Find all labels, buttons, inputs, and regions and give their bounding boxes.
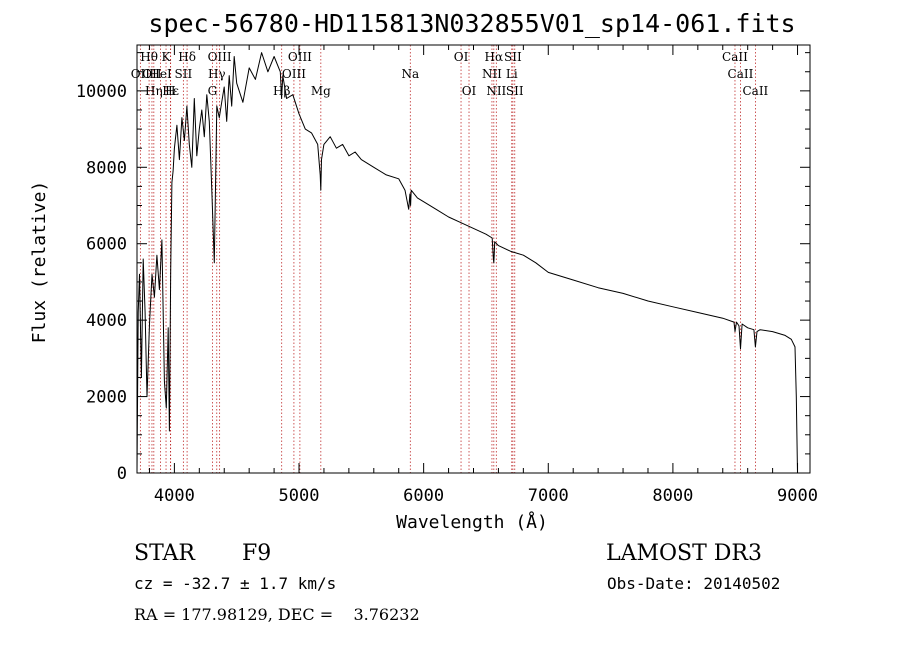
y-axis-label: Flux (relative) xyxy=(29,181,50,344)
line-marker-label: CaII xyxy=(722,50,748,64)
line-marker-label: OII xyxy=(131,67,151,81)
line-marker-label: K xyxy=(162,50,172,64)
redshift-cz: cz = -32.7 ± 1.7 km/s xyxy=(134,574,336,593)
line-marker-label: OIII xyxy=(288,50,312,64)
y-tick-label: 6000 xyxy=(86,235,127,255)
line-marker-label: Hγ xyxy=(208,67,226,81)
line-markers xyxy=(139,45,756,473)
y-tick-label: 0 xyxy=(117,464,127,484)
plot-frame xyxy=(136,44,811,474)
x-tick-label: 6000 xyxy=(403,486,444,506)
line-marker-label: Mg xyxy=(311,84,331,98)
line-marker-label: Hα xyxy=(485,50,504,64)
object-class: STAR xyxy=(134,541,196,566)
x-tick-label: 9000 xyxy=(777,486,818,506)
line-marker-label: SII xyxy=(175,67,193,81)
line-marker-label: SII xyxy=(504,50,522,64)
line-marker-label: Li xyxy=(506,67,518,81)
line-marker-label: NII xyxy=(482,67,502,81)
line-marker-label: Hε xyxy=(162,84,179,98)
x-axis-label: Wavelength (Å) xyxy=(396,511,548,533)
x-tick-label: 4000 xyxy=(154,486,195,506)
line-marker-label: OIII xyxy=(282,67,306,81)
y-tick-label: 4000 xyxy=(86,311,127,331)
series-layer xyxy=(136,52,798,474)
line-marker-label: SII xyxy=(506,84,524,98)
x-tick-label: 5000 xyxy=(279,486,320,506)
line-marker-label: OI xyxy=(454,50,469,64)
y-tick-label: 2000 xyxy=(86,388,127,408)
line-marker-labels: OIIHθOIIHηHeIKHHεSIIHδGHγOIIIHβOIIIOIIIM… xyxy=(131,50,769,98)
y-axis-ticks: 0 2000 4000 6000 8000 10000 xyxy=(76,52,810,484)
line-marker-label: Hδ xyxy=(178,50,196,64)
x-axis-ticks: 4000 5000 6000 7000 8000 9000 xyxy=(148,45,818,506)
y-tick-label: 10000 xyxy=(76,82,127,102)
survey-name: LAMOST DR3 xyxy=(606,541,762,566)
observation-date: Obs-Date: 20140502 xyxy=(607,574,780,593)
line-marker-label: OIII xyxy=(208,50,232,64)
y-tick-label: 8000 xyxy=(86,158,127,178)
spectrum-line xyxy=(136,52,798,474)
line-marker-label: NII xyxy=(486,84,506,98)
line-marker-label: H xyxy=(165,84,175,98)
coordinates: RA = 177.98129, DEC = 3.76232 xyxy=(134,605,420,624)
subclass: F9 xyxy=(242,541,271,566)
line-marker-label: CaII xyxy=(728,67,754,81)
x-tick-label: 8000 xyxy=(652,486,693,506)
line-marker-label: OII xyxy=(142,67,162,81)
chart-title: spec-56780-HD115813N032855V01_sp14-061.f… xyxy=(148,9,795,38)
line-marker-label: Hη xyxy=(145,84,163,98)
line-marker-label: CaII xyxy=(742,84,768,98)
line-marker-label: G xyxy=(208,84,218,98)
line-marker-label: Na xyxy=(401,67,419,81)
line-marker-label: OI xyxy=(462,84,477,98)
line-marker-label: HeI xyxy=(149,67,172,81)
line-marker-label: Hθ xyxy=(140,50,158,64)
x-tick-label: 7000 xyxy=(528,486,569,506)
